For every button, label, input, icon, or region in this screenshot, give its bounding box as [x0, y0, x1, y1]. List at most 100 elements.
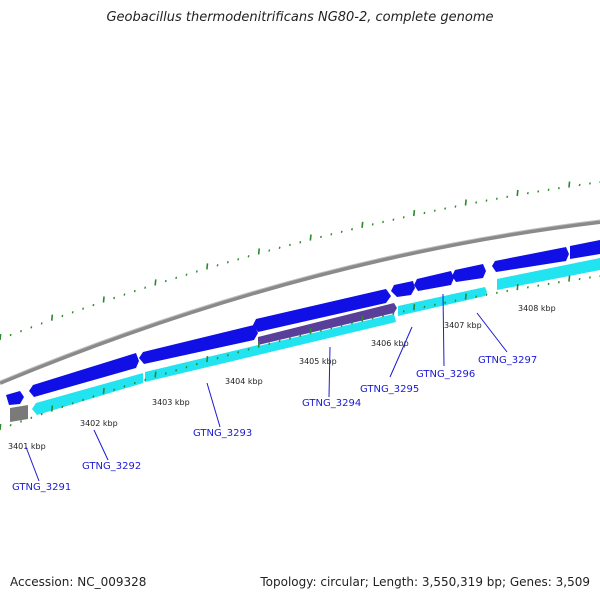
- gene-feature[interactable]: [258, 314, 396, 355]
- major-tick: [568, 275, 571, 282]
- minor-tick: [547, 188, 550, 191]
- major-tick: [361, 221, 364, 228]
- minor-tick: [588, 276, 591, 279]
- kbp-labels: 3401 kbp 3402 kbp 3403 kbp 3404 kbp 3405…: [8, 304, 556, 451]
- minor-tick: [444, 207, 447, 210]
- forward-strand-track: [6, 240, 600, 405]
- minor-tick: [71, 402, 74, 405]
- minor-tick: [475, 295, 478, 298]
- minor-tick: [144, 378, 147, 382]
- gene-feature[interactable]: [492, 247, 569, 272]
- minor-tick: [340, 230, 343, 233]
- minor-tick: [216, 264, 219, 267]
- gene-label-gtng-3293[interactable]: GTNG_3293: [193, 428, 252, 439]
- gene-feature[interactable]: [391, 281, 415, 297]
- minor-tick: [320, 329, 322, 332]
- minor-tick: [20, 329, 22, 333]
- minor-tick: [185, 365, 188, 369]
- major-tick: [464, 199, 467, 206]
- minor-tick: [495, 197, 498, 200]
- kbp-label: 3408 kbp: [518, 304, 556, 313]
- kbp-label: 3401 kbp: [8, 442, 46, 451]
- gene-feature[interactable]: [139, 325, 258, 364]
- gene-feature[interactable]: [29, 353, 139, 397]
- major-tick: [102, 387, 105, 395]
- minor-tick: [40, 322, 43, 325]
- gene-label-gtng-3292[interactable]: GTNG_3292: [82, 461, 141, 472]
- major-tick: [154, 371, 157, 378]
- minor-tick: [423, 305, 426, 309]
- minor-tick: [299, 241, 302, 244]
- minor-tick: [226, 261, 229, 264]
- leader-line: [93, 429, 109, 461]
- minor-tick: [423, 211, 426, 215]
- minor-tick: [402, 216, 405, 219]
- minor-tick: [61, 405, 64, 409]
- gene-feature[interactable]: [570, 240, 600, 259]
- minor-tick: [113, 296, 116, 300]
- minor-tick: [247, 348, 250, 351]
- gene-label-leaders: [25, 293, 508, 482]
- genome-stats-text: Topology: circular; Length: 3,550,319 bp…: [260, 575, 590, 589]
- minor-tick: [195, 270, 198, 273]
- minor-tick: [485, 293, 488, 296]
- minor-tick: [475, 201, 478, 204]
- gene-feature[interactable]: [253, 289, 391, 332]
- reverse-strand-track: [10, 258, 600, 422]
- minor-tick: [578, 183, 581, 187]
- minor-tick: [588, 182, 591, 185]
- minor-tick: [61, 314, 64, 318]
- minor-tick: [133, 289, 136, 293]
- minor-tick: [237, 351, 240, 354]
- minor-tick: [537, 190, 540, 193]
- minor-tick: [247, 255, 250, 258]
- major-tick: [412, 210, 416, 217]
- gene-feature[interactable]: [32, 373, 143, 415]
- outer-tick-ruler: [0, 180, 600, 341]
- minor-tick: [195, 362, 198, 366]
- minor-tick: [40, 412, 43, 416]
- leader-line: [442, 293, 445, 367]
- minor-tick: [30, 416, 33, 420]
- minor-tick: [485, 199, 488, 202]
- accession-text: Accession: NC_009328: [10, 575, 147, 589]
- gene-label-gtng-3296[interactable]: GTNG_3296: [416, 369, 475, 380]
- gene-label-gtng-3297[interactable]: GTNG_3297: [478, 355, 537, 366]
- minor-tick: [547, 282, 550, 286]
- major-tick: [309, 234, 312, 241]
- gene-feature[interactable]: [414, 271, 454, 291]
- gene-feature[interactable]: [258, 303, 397, 345]
- major-tick: [464, 293, 467, 300]
- gene-label-gtng-3291[interactable]: GTNG_3291: [12, 482, 71, 493]
- minor-tick: [402, 310, 405, 313]
- minor-tick: [392, 218, 395, 221]
- kbp-label: 3406 kbp: [371, 339, 409, 348]
- kbp-label: 3402 kbp: [80, 419, 118, 428]
- major-tick: [257, 248, 261, 255]
- minor-tick: [92, 303, 95, 307]
- major-tick: [206, 263, 209, 270]
- gene-feature[interactable]: [145, 345, 258, 382]
- major-tick: [102, 296, 105, 303]
- gene-feature[interactable]: [452, 264, 486, 282]
- backbone-highlight: [0, 219, 600, 382]
- gene-feature[interactable]: [497, 258, 600, 290]
- major-tick: [257, 341, 261, 348]
- gene-feature[interactable]: [10, 405, 28, 422]
- minor-tick: [226, 353, 229, 357]
- gene-label-gtng-3294[interactable]: GTNG_3294: [302, 398, 361, 409]
- leader-line: [389, 326, 413, 378]
- gene-label-gtng-3295[interactable]: GTNG_3295: [360, 384, 419, 395]
- kbp-label: 3404 kbp: [225, 377, 263, 386]
- major-tick: [516, 284, 519, 291]
- gene-feature[interactable]: [6, 391, 24, 405]
- minor-tick: [20, 420, 22, 423]
- minor-tick: [557, 281, 560, 284]
- minor-tick: [351, 321, 353, 325]
- minor-tick: [526, 286, 529, 289]
- minor-tick: [495, 291, 498, 295]
- leader-line: [206, 382, 221, 428]
- gene-feature[interactable]: [398, 287, 487, 316]
